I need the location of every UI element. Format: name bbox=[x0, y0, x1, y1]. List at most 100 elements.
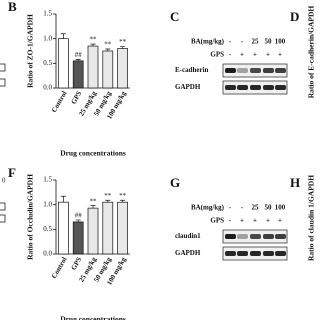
y-tick-label: 1.0 bbox=[43, 34, 52, 42]
y-axis-label: Ratio of claudin 1/GAPDH bbox=[307, 175, 316, 261]
blot-band bbox=[237, 68, 248, 73]
panel-label: D bbox=[290, 9, 299, 24]
dose: 50 bbox=[265, 204, 273, 212]
gps-label: GPS bbox=[210, 217, 224, 225]
panel-label: G bbox=[170, 175, 180, 190]
blot-band bbox=[225, 251, 236, 256]
gps: + bbox=[253, 217, 257, 225]
y-tick-label: 0.5 bbox=[43, 59, 52, 67]
y-axis-label: Ratio of ZO-1/GAPDH bbox=[26, 14, 35, 88]
error-bar bbox=[90, 43, 96, 47]
error-bar bbox=[105, 199, 111, 203]
dose: 100 bbox=[275, 204, 286, 212]
blot-band bbox=[237, 251, 248, 256]
dose-label: BA(mg/kg) bbox=[191, 204, 225, 212]
dose: - bbox=[229, 38, 232, 46]
gps: + bbox=[266, 51, 270, 59]
panel-label: C bbox=[170, 9, 179, 24]
blot-band bbox=[250, 85, 261, 90]
blot-band bbox=[250, 68, 261, 73]
error-bar bbox=[120, 46, 126, 49]
significance: ## bbox=[75, 212, 83, 220]
significance: ** bbox=[90, 197, 98, 205]
significance: ** bbox=[119, 38, 127, 46]
y-tick-label: 1.0 bbox=[43, 200, 52, 208]
blot-band bbox=[275, 234, 286, 239]
dose: - bbox=[241, 204, 244, 212]
blot-band bbox=[237, 234, 248, 239]
fragment-box bbox=[0, 63, 6, 72]
dose: - bbox=[229, 204, 232, 212]
blot-band bbox=[275, 85, 286, 90]
error-bar bbox=[105, 48, 111, 51]
error-bar bbox=[120, 199, 126, 203]
fragment-box bbox=[0, 202, 6, 211]
dose: 50 bbox=[265, 38, 273, 46]
gps: + bbox=[278, 51, 282, 59]
error-bar bbox=[75, 59, 81, 61]
bar bbox=[102, 50, 114, 89]
blot-band bbox=[237, 85, 248, 90]
y-axis-label: Ratio of E-cadherin/GAPDH bbox=[307, 6, 316, 99]
bar bbox=[72, 221, 84, 255]
error-bar bbox=[60, 195, 66, 203]
dose: 100 bbox=[275, 38, 286, 46]
fragment-box bbox=[0, 78, 6, 87]
blot-band bbox=[263, 251, 274, 256]
gps: + bbox=[240, 51, 244, 59]
band-label: GAPDH bbox=[175, 249, 201, 257]
blot-band bbox=[250, 234, 261, 239]
y-tick-label: 0.0 bbox=[43, 250, 52, 258]
blot-band bbox=[263, 68, 274, 73]
gps: + bbox=[278, 217, 282, 225]
blot-band bbox=[225, 68, 236, 73]
y-tick-label: 1.5 bbox=[43, 176, 52, 184]
y-tick-label: 0.0 bbox=[43, 84, 52, 92]
blot-band bbox=[275, 68, 286, 73]
blot-band bbox=[250, 251, 261, 256]
blot-band bbox=[275, 251, 286, 256]
significance: ** bbox=[119, 192, 127, 200]
significance: ** bbox=[104, 41, 112, 49]
bar bbox=[72, 60, 84, 89]
bar bbox=[117, 48, 128, 89]
x-axis-label: Drug concentrations bbox=[60, 315, 126, 320]
blot-band bbox=[225, 234, 236, 239]
band-label: GAPDH bbox=[175, 83, 201, 91]
blot-band bbox=[225, 85, 236, 90]
significance: ## bbox=[75, 51, 83, 59]
gps: - bbox=[229, 51, 232, 59]
bar bbox=[87, 45, 99, 89]
dose: - bbox=[241, 38, 244, 46]
dose: 25 bbox=[252, 38, 260, 46]
gps: - bbox=[229, 217, 232, 225]
bar bbox=[58, 201, 69, 255]
left-fragment: 0 bbox=[2, 177, 6, 185]
significance: ** bbox=[104, 192, 112, 200]
gps: + bbox=[253, 51, 257, 59]
panel-label: F bbox=[8, 165, 16, 180]
bar bbox=[58, 38, 69, 89]
panel-label: H bbox=[290, 175, 300, 190]
band-label: claudin1 bbox=[175, 232, 201, 240]
significance: ** bbox=[90, 36, 98, 44]
y-tick-label: 1.5 bbox=[43, 10, 52, 18]
blot-band bbox=[263, 234, 274, 239]
x-axis-label: Drug concentrations bbox=[60, 149, 126, 158]
error-bar bbox=[60, 33, 66, 39]
y-axis-label: Ratio of Occludin/GAPDH bbox=[26, 174, 35, 260]
blot-band bbox=[263, 85, 274, 90]
panel-label: B bbox=[8, 0, 17, 14]
error-bar bbox=[75, 219, 81, 222]
bar bbox=[87, 207, 99, 255]
gps: + bbox=[266, 217, 270, 225]
error-bar bbox=[90, 205, 96, 209]
fragment-box bbox=[0, 214, 6, 223]
bar bbox=[102, 201, 114, 255]
dose-label: BA(mg/kg) bbox=[191, 38, 225, 46]
bar bbox=[117, 201, 128, 255]
gps-label: GPS bbox=[210, 51, 224, 59]
dose: 25 bbox=[252, 204, 260, 212]
